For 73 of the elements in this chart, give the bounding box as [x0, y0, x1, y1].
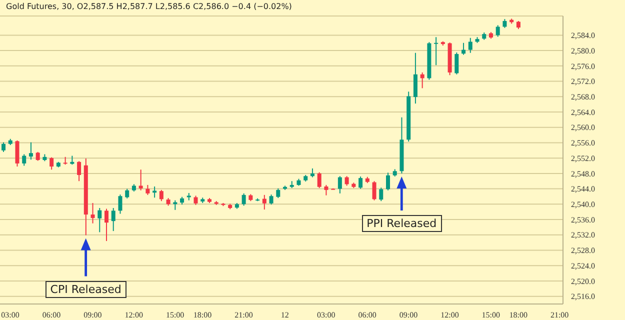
candlestick — [338, 176, 342, 194]
annotation: CPI Released — [45, 281, 126, 298]
candlestick — [152, 186, 157, 198]
candlestick — [317, 172, 322, 189]
candlestick — [496, 24, 500, 38]
x-tick-label: 12 — [280, 310, 289, 320]
x-tick-label: 03:00 — [317, 310, 336, 320]
x-tick-label: 09:00 — [84, 310, 102, 320]
candlestick — [50, 156, 54, 170]
annotation: PPI Released — [362, 215, 442, 232]
x-tick-label: 12:00 — [440, 310, 459, 320]
x-tick-label: 06:00 — [358, 310, 376, 320]
y-tick-label: 2,564.0 — [571, 108, 595, 117]
candlestick — [324, 184, 328, 196]
y-tick-label: 2,532.0 — [571, 230, 595, 240]
candlestick — [242, 192, 246, 206]
y-tick-label: 2,536.0 — [571, 215, 595, 224]
x-tick-label: 18:00 — [193, 310, 212, 320]
y-tick-label: 2,516.0 — [571, 292, 595, 302]
candlestick — [276, 188, 280, 199]
y-tick-label: 2,528.0 — [571, 246, 595, 256]
candlestick — [386, 172, 390, 191]
candlestick — [28, 142, 33, 160]
candlestick — [77, 160, 82, 182]
y-tick-label: 2,572.0 — [571, 77, 595, 86]
candlestick — [111, 208, 116, 232]
candlestick — [159, 189, 164, 202]
y-tick-label: 2,556.0 — [571, 138, 595, 148]
chart-subtitle: Gold Futures, 30, O2,587.5 H2,587.7 L2,585.6 C2,586.0 −0.4 (−0.02%) — [6, 2, 292, 11]
y-tick-label: 2,544.0 — [571, 184, 595, 194]
candlestick — [379, 187, 384, 202]
candlestick — [262, 194, 266, 210]
x-tick-label: 15:00 — [482, 310, 500, 320]
y-tick-label: 2,568.0 — [571, 92, 595, 102]
y-tick-label: 2,524.0 — [571, 261, 595, 270]
candlestick — [118, 194, 122, 214]
y-tick-label: 2,576.0 — [571, 62, 595, 71]
candlestick — [90, 202, 95, 224]
candlestick — [125, 188, 130, 199]
candlestick — [462, 42, 466, 56]
y-tick-label: 2,560.0 — [571, 123, 595, 132]
candlestick — [173, 200, 178, 210]
candlestick — [454, 52, 459, 75]
candlestick — [15, 140, 20, 168]
candlestick — [372, 180, 376, 201]
candlestick — [22, 154, 26, 166]
x-tick-label: 21:00 — [234, 310, 253, 320]
y-tick-label: 2,520.0 — [571, 276, 595, 286]
x-tick-label: 15:00 — [166, 310, 184, 320]
x-tick-label: 18:00 — [509, 310, 528, 320]
y-tick-label: 2,580.0 — [571, 46, 595, 56]
candlestick — [434, 36, 438, 66]
candlestick — [413, 52, 418, 104]
candlestick — [104, 208, 108, 242]
x-tick-label: 21:00 — [550, 310, 569, 320]
x-tick-label: 03:00 — [1, 310, 20, 320]
x-tick-label: 09:00 — [399, 310, 418, 320]
candlestick — [194, 195, 198, 206]
candlestick — [138, 169, 143, 191]
candlestick — [420, 72, 424, 89]
x-tick-label: 12:00 — [124, 310, 143, 320]
y-tick-label: 2,584.0 — [571, 31, 595, 40]
candlestick — [2, 142, 6, 152]
candlestick — [98, 208, 102, 233]
candlestick — [344, 176, 349, 186]
candlestick — [468, 37, 472, 54]
y-tick-label: 2,552.0 — [571, 154, 595, 163]
candlestick — [146, 184, 150, 196]
y-tick-label: 2,540.0 — [571, 200, 595, 209]
y-tick-label: 2,548.0 — [571, 169, 595, 178]
candlestick — [358, 176, 363, 190]
candlestick — [269, 194, 274, 206]
x-tick-label: 06:00 — [42, 310, 61, 320]
